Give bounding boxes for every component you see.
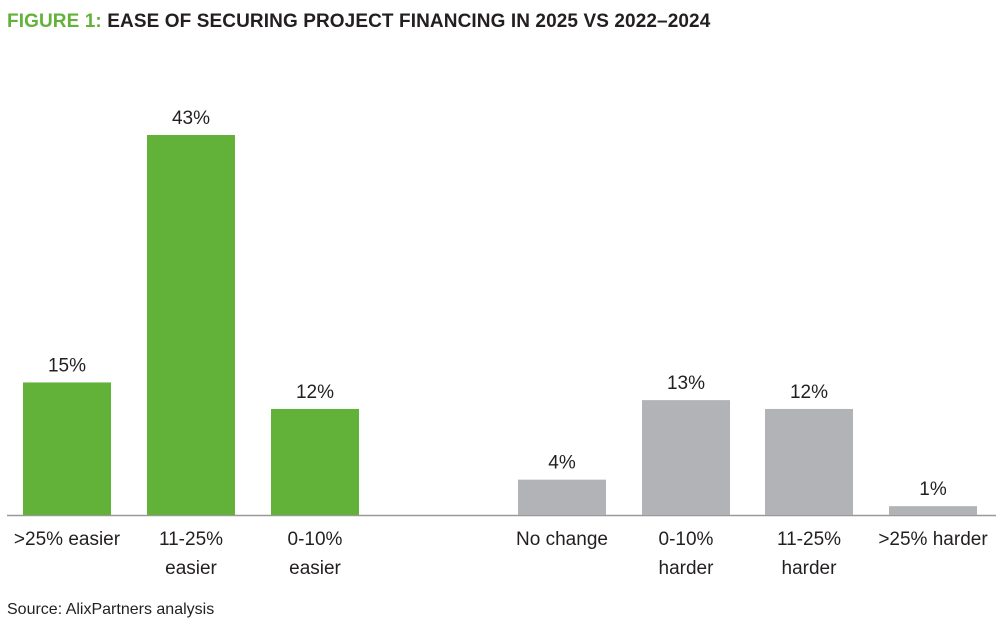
- x-tick-label-5-line-2: harder: [659, 558, 715, 579]
- bar-chart: 15% >25% easier 43% 11-25% easier 12% 0-10% eas…: [7, 108, 996, 579]
- bar-5: [642, 400, 730, 515]
- x-tick-label-2-line-1: 11-25%: [159, 529, 223, 550]
- x-tick-label-3-line-2: easier: [289, 558, 341, 579]
- x-tick-label-6-line-1: 11-25%: [777, 529, 841, 550]
- x-tick-label-6-line-2: harder: [782, 558, 838, 579]
- x-tick-label-7: >25% harder: [878, 529, 988, 550]
- bar-1: [23, 382, 111, 515]
- data-label-6: 12%: [790, 382, 828, 403]
- source-note: Source: AlixPartners analysis: [7, 601, 215, 618]
- x-tick-label-2-line-2: easier: [165, 558, 217, 579]
- figure-title-text: EASE OF SECURING PROJECT FINANCING IN 20…: [107, 11, 711, 32]
- bar-3: [271, 408, 359, 515]
- data-label-3: 12%: [296, 382, 334, 403]
- bar-7: [889, 506, 977, 515]
- x-tick-label-4: No change: [516, 529, 608, 550]
- data-label-2: 43%: [172, 108, 210, 129]
- x-tick-label-3-line-1: 0-10%: [288, 529, 343, 550]
- data-label-7: 1%: [919, 479, 947, 500]
- data-label-4: 4%: [548, 453, 576, 474]
- bar-2: [147, 135, 235, 515]
- x-tick-label-5-line-1: 0-10%: [659, 529, 714, 550]
- figure-number: FIGURE 1:: [7, 11, 102, 32]
- data-label-5: 13%: [667, 373, 705, 394]
- x-tick-label-1: >25% easier: [14, 529, 121, 550]
- data-label-1: 15%: [48, 355, 86, 376]
- bar-4: [518, 479, 606, 515]
- bar-6: [765, 408, 853, 515]
- chart-title: FIGURE 1: EASE OF SECURING PROJECT FINAN…: [7, 11, 710, 33]
